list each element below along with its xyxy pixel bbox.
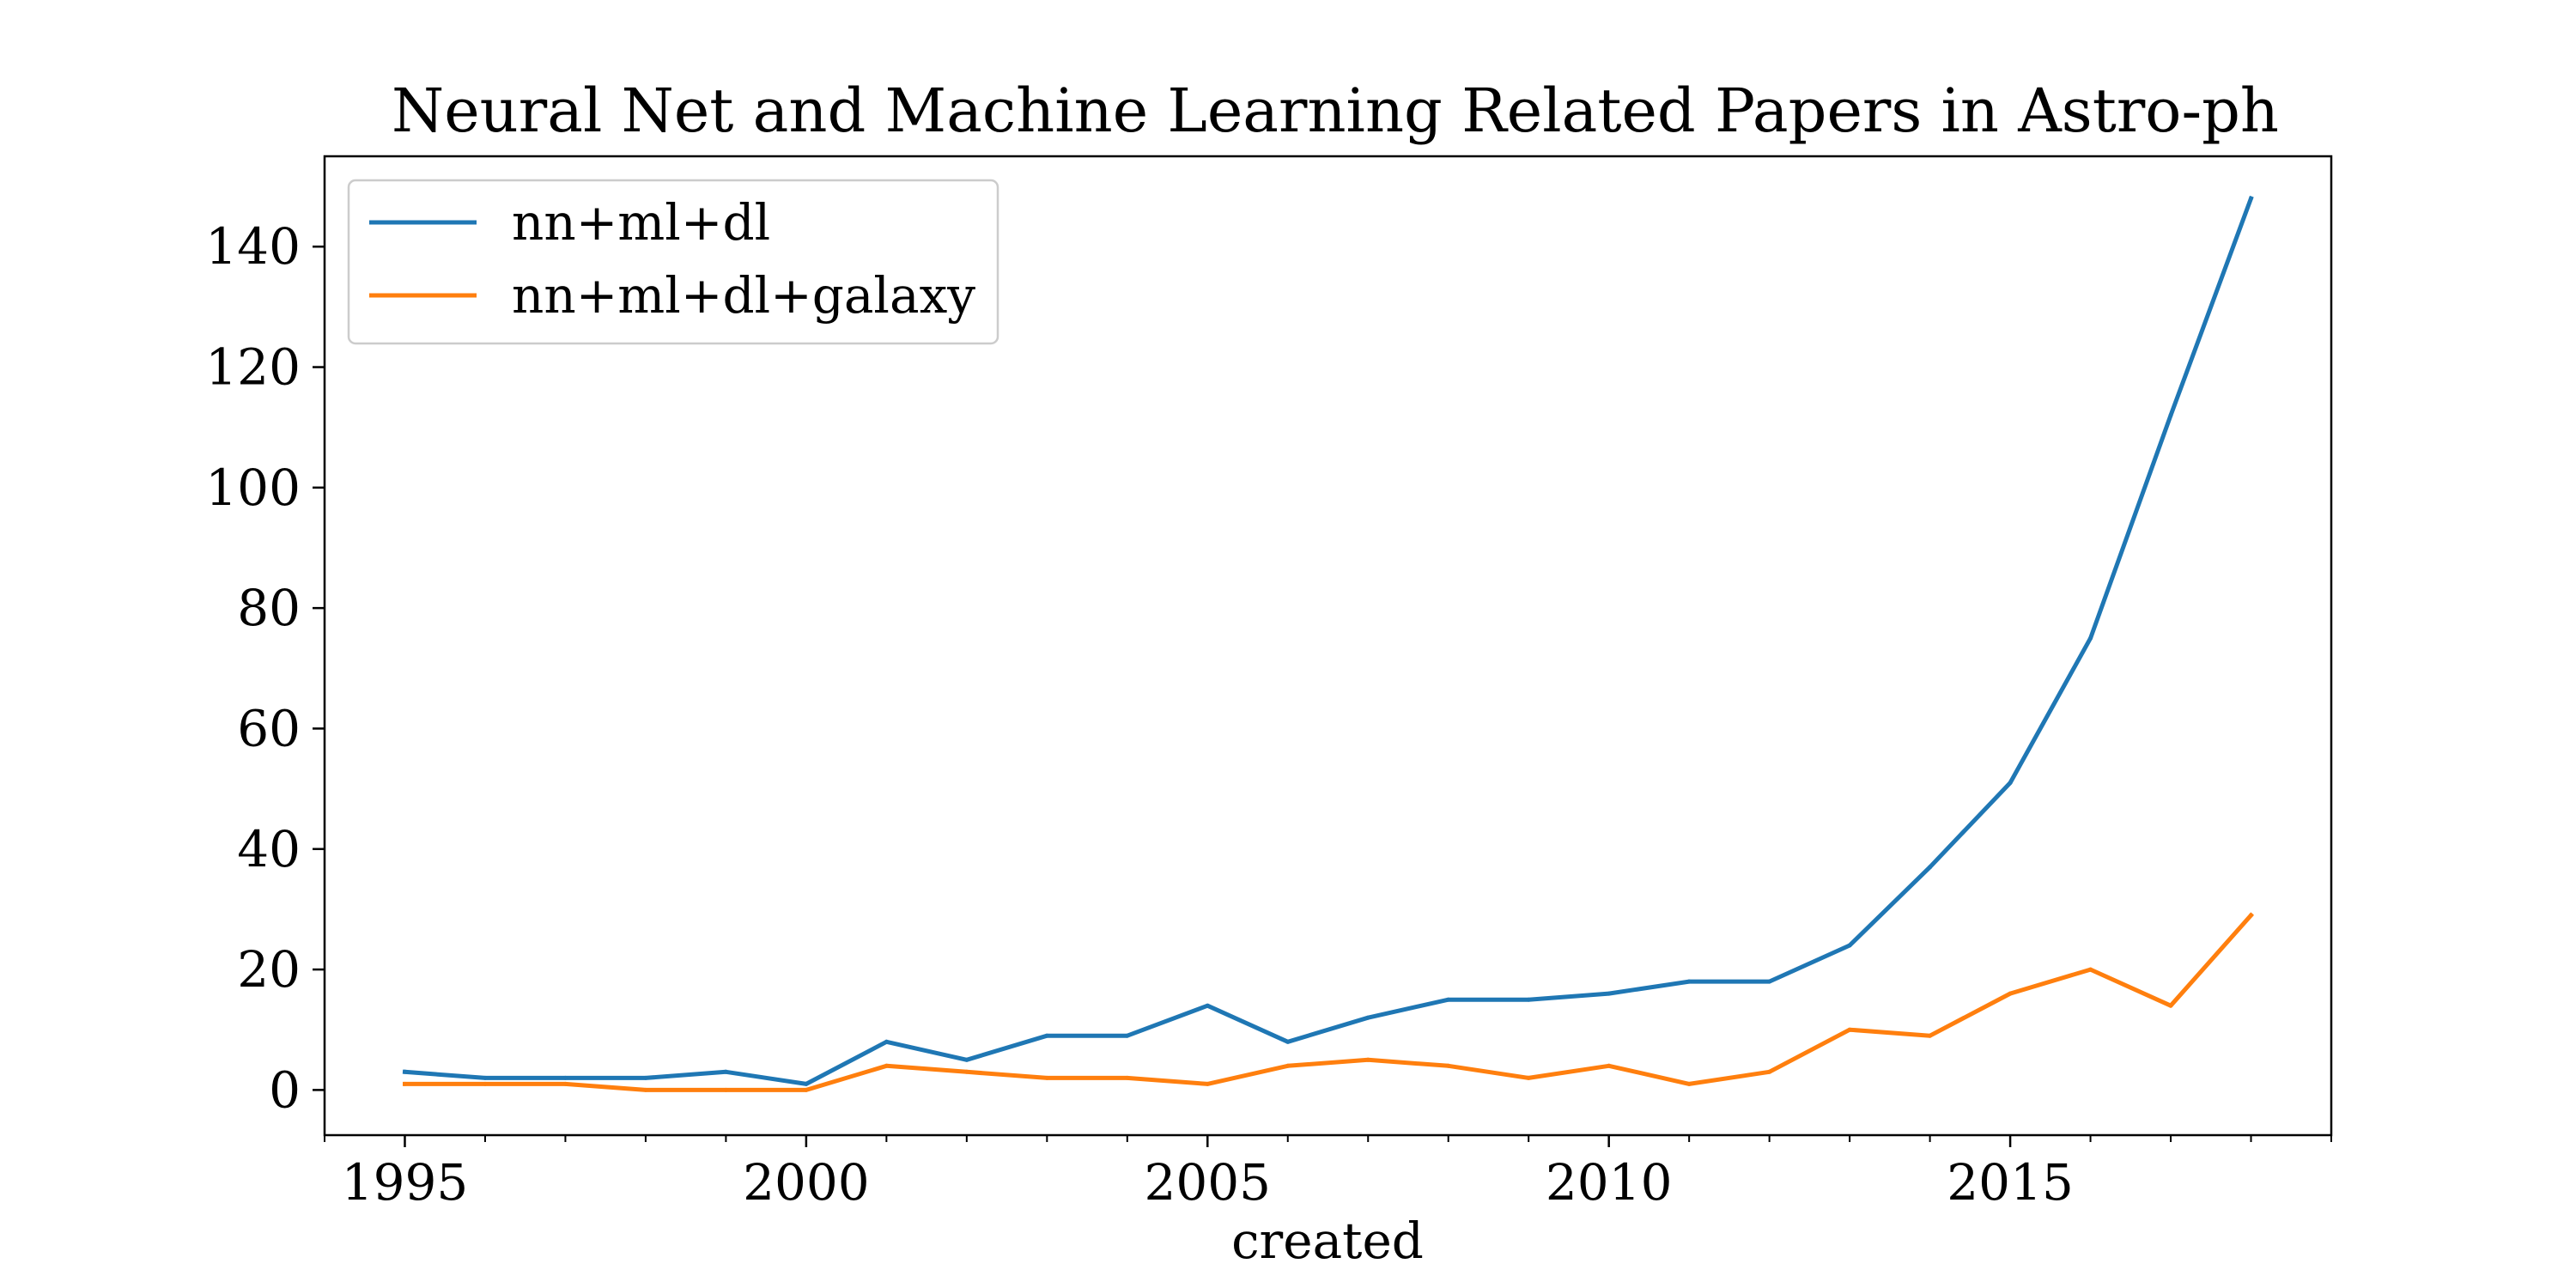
- legend: nn+ml+dl nn+ml+dl+galaxy: [347, 179, 999, 345]
- series-1-point: [2168, 1003, 2173, 1008]
- series-0-point: [2168, 413, 2173, 418]
- x-tick-label: 2000: [743, 1153, 870, 1212]
- series-0-point: [2088, 635, 2093, 641]
- series-1-point: [403, 1081, 407, 1086]
- series-0-point: [1365, 1015, 1370, 1020]
- y-tick-label: 0: [269, 1060, 301, 1119]
- y-tick-label: 60: [237, 699, 301, 757]
- series-1-point: [1526, 1075, 1531, 1080]
- series-0-point: [1044, 1033, 1049, 1038]
- series-0-point: [2249, 196, 2253, 201]
- legend-box: [347, 179, 999, 345]
- series-1-point: [964, 1069, 969, 1074]
- series-0-point: [643, 1075, 648, 1080]
- series-1-point: [562, 1081, 568, 1086]
- series-1-point: [2008, 991, 2013, 996]
- y-tick-label: 140: [205, 217, 301, 276]
- axes-frame: [323, 155, 2333, 1137]
- x-tick-label: 2010: [1546, 1153, 1673, 1212]
- y-tick-label: 120: [205, 338, 301, 397]
- series-0-point: [1767, 979, 1772, 984]
- series-1-point: [1044, 1075, 1049, 1080]
- series-1-point: [723, 1087, 728, 1092]
- y-tick-label: 20: [237, 940, 301, 999]
- series-1-point: [1767, 1069, 1772, 1074]
- series-1-point: [804, 1087, 809, 1092]
- series-line-0: [402, 195, 2254, 1086]
- series-0-point: [2008, 781, 2013, 786]
- plot-area: [402, 195, 2255, 1092]
- series-0-point: [483, 1075, 488, 1080]
- y-tick-label: 100: [205, 459, 301, 517]
- series-0-point: [723, 1069, 728, 1074]
- series-1-point: [1847, 1027, 1852, 1032]
- series-1-point: [1365, 1057, 1370, 1062]
- x-tick-label: 2015: [1947, 1153, 2074, 1212]
- chart-title: Neural Net and Machine Learning Related …: [392, 76, 2279, 146]
- series-0-point: [1928, 865, 1933, 870]
- series-0-point: [1446, 997, 1451, 1002]
- series-0-point: [1285, 1039, 1291, 1044]
- series-1-point: [1607, 1063, 1612, 1068]
- y-tick-label: 40: [237, 820, 301, 878]
- series-0-point: [1686, 979, 1692, 984]
- series-1-point: [1125, 1075, 1130, 1080]
- series-1-point: [483, 1081, 488, 1086]
- series-line-1: [403, 912, 2255, 1092]
- series-0-point: [562, 1075, 568, 1080]
- series-0-point: [804, 1081, 809, 1086]
- x-axis: 1995 2000 2005 2010 2015: [324, 1135, 2332, 1212]
- series-0-point: [1607, 991, 1612, 996]
- series-1-point: [643, 1087, 648, 1092]
- series-1-point: [884, 1063, 889, 1068]
- series-1-point: [2249, 913, 2253, 918]
- series-1-point: [1205, 1081, 1210, 1086]
- x-tick-label: 1995: [342, 1153, 469, 1212]
- x-tick-label: 2005: [1144, 1153, 1271, 1212]
- y-tick-label: 80: [237, 579, 301, 637]
- legend-label-1: nn+ml+dl+galaxy: [512, 266, 975, 325]
- legend-label-0: nn+ml+dl: [512, 193, 770, 252]
- series-0-point: [1847, 943, 1852, 948]
- series-1-point: [1928, 1033, 1933, 1038]
- series-0-point: [1125, 1033, 1130, 1038]
- x-axis-label: created: [1231, 1212, 1424, 1270]
- y-axis: 0 20 40 60 80 100 120 140: [205, 217, 325, 1119]
- series-0-point: [884, 1039, 889, 1044]
- series-1-point: [2088, 967, 2093, 972]
- series-0-point: [964, 1057, 969, 1062]
- series-1-point: [1285, 1063, 1291, 1068]
- series-0-point: [1205, 1003, 1210, 1008]
- series-0-point: [1526, 997, 1531, 1002]
- series-1-point: [1446, 1063, 1451, 1068]
- series-0-point: [403, 1069, 407, 1074]
- series-1-point: [1686, 1081, 1692, 1086]
